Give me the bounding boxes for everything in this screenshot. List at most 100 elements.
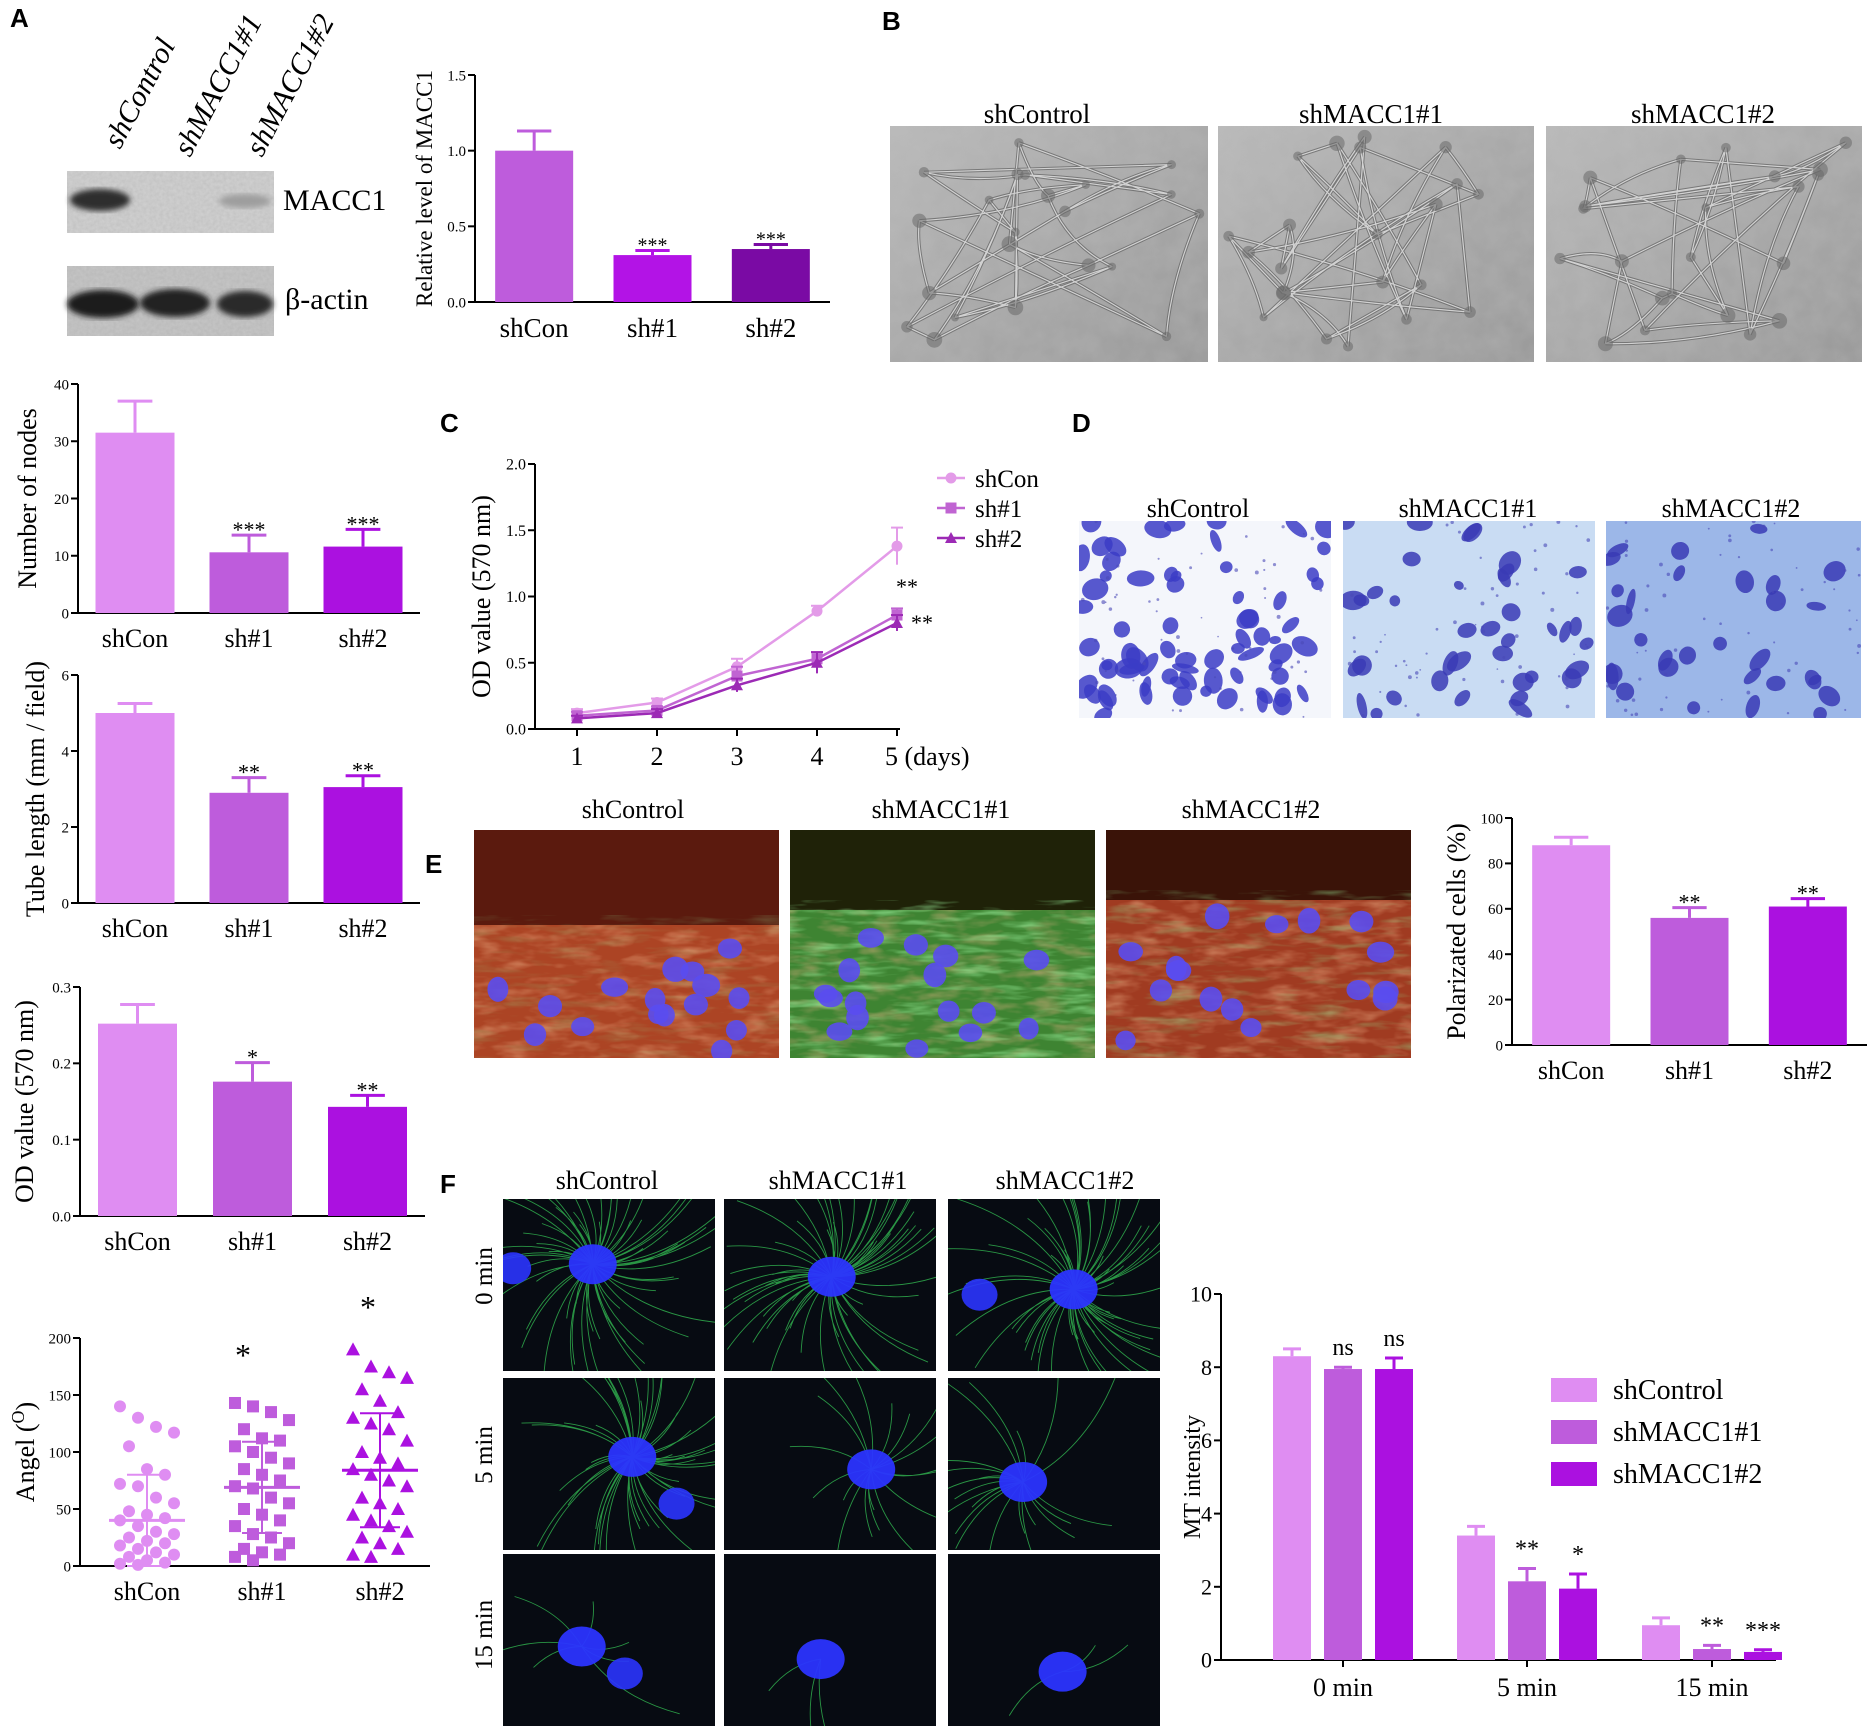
f-bar-2-1 xyxy=(1457,1535,1495,1660)
panel-e-nucleus xyxy=(487,976,509,1002)
tube-bar-category-label: sh#1 xyxy=(224,914,273,943)
panel-d-cell xyxy=(1431,670,1449,692)
panel-d-cell xyxy=(1454,690,1471,707)
panel-d-cell xyxy=(1291,636,1318,657)
panel-e-nucleus xyxy=(1366,941,1395,963)
E-bar-bar-1 xyxy=(1532,845,1611,1045)
panel-e-nucleus xyxy=(905,1039,929,1058)
c-line-xtick-label: 4 xyxy=(811,742,824,771)
f-bar-3-2 xyxy=(1693,1649,1731,1660)
angle-scatter-ytick-label: 200 xyxy=(49,1331,72,1347)
panel-e-nucleus xyxy=(1265,915,1289,934)
panel-d-cell xyxy=(1497,563,1515,582)
panel-letter-f: F xyxy=(440,1169,456,1199)
f-bar-1-3 xyxy=(1375,1369,1413,1660)
panel-d-cell xyxy=(1102,551,1121,572)
panel-d-cell xyxy=(1745,694,1761,718)
panel-e-nucleus xyxy=(1018,1017,1039,1040)
c-line-xtick-label: 2 xyxy=(651,742,664,771)
E-bar-ytick-label: 60 xyxy=(1488,902,1503,918)
panel-e-nucleus xyxy=(1240,1018,1262,1038)
panel-d-cell xyxy=(1232,591,1245,605)
E-bar-ytick-label: 20 xyxy=(1488,993,1503,1009)
tube-bar-category-label: sh#2 xyxy=(338,914,387,943)
E-bar-category-label: shCon xyxy=(1538,1056,1604,1085)
panel-d-cell xyxy=(1606,662,1619,691)
panel-e-nucleus xyxy=(538,994,563,1018)
nodes-bar-category-label: shCon xyxy=(102,624,168,653)
angle-scatter-point xyxy=(364,1513,378,1527)
c-line-legend-label: sh#2 xyxy=(975,526,1022,553)
panel-letter-a: A xyxy=(10,3,29,33)
tube-bar-ytick-label: 4 xyxy=(62,744,70,760)
tube-bar-bar-1 xyxy=(95,713,175,903)
angle-scatter-point xyxy=(382,1473,396,1487)
c-line-annotation: ** xyxy=(896,574,918,599)
panel-d-cell xyxy=(1237,646,1264,661)
angle-scatter-point xyxy=(229,1396,241,1409)
panel-f-nucleus xyxy=(606,1657,643,1690)
angle-scatter-point xyxy=(247,1446,259,1458)
panel-e-nucleus xyxy=(971,1001,996,1024)
angle-scatter-point xyxy=(283,1537,295,1550)
E-bar-bar-2 xyxy=(1650,917,1729,1045)
panel-d-cell xyxy=(1813,706,1827,718)
panel-d-cell xyxy=(1169,676,1190,689)
panel-d-cell xyxy=(1823,561,1846,582)
panel-e-nucleus xyxy=(1115,1030,1136,1051)
tube-bar-ytick-label: 6 xyxy=(62,668,70,684)
western-blot: shControl shMACC1#1 shMACC1#2 MACC1 β-ac… xyxy=(67,9,386,336)
panel-f-microtubules xyxy=(503,1596,680,1715)
panel-d-cell xyxy=(1296,684,1309,703)
angle-scatter-point xyxy=(123,1531,135,1544)
f-bar-significance: ns xyxy=(1332,1335,1353,1361)
panel-letter-c: C xyxy=(440,408,459,438)
angle-scatter-point xyxy=(229,1520,241,1533)
A-bar-category-label: sh#2 xyxy=(745,313,796,343)
panel-d-cell xyxy=(1386,690,1402,706)
od-bar-ytick-label: 0.0 xyxy=(52,1209,71,1225)
panel-d-cell xyxy=(1743,668,1762,685)
panel-d-cell xyxy=(1113,621,1131,638)
panel-f-nucleus xyxy=(1049,1269,1098,1310)
panel-d-cell xyxy=(1765,590,1786,612)
panel-d-cell xyxy=(1634,633,1648,647)
panel-e-nucleus xyxy=(653,1003,675,1027)
panel-d-cell xyxy=(1144,521,1172,539)
panel-d-cell xyxy=(1285,521,1308,538)
angle-scatter-point xyxy=(159,1512,171,1525)
panel-d-cell xyxy=(1082,578,1109,601)
panel-f-nucleus xyxy=(557,1626,606,1667)
panel-d-cell xyxy=(1370,707,1383,718)
panel-e-nucleus xyxy=(683,993,708,1016)
panel-d-cell xyxy=(1239,609,1260,629)
panel-d-cell xyxy=(1500,633,1516,648)
panel-d-cell xyxy=(1079,674,1098,699)
angle-scatter-point xyxy=(132,1480,144,1493)
tube-bar-bar-3 xyxy=(323,787,403,903)
c-line-point xyxy=(811,605,823,617)
panel-e-nucleus xyxy=(846,1004,869,1031)
panel-e-nucleus xyxy=(1199,986,1223,1012)
panel-f-nucleus xyxy=(608,1436,657,1477)
f-bar-legend-label: shMACC1#2 xyxy=(1613,1459,1762,1490)
panel-f-photo-2-3 xyxy=(948,1378,1160,1550)
panel-d-cell xyxy=(1804,669,1822,690)
E-bar-bar-3 xyxy=(1768,906,1847,1045)
angle-scatter-point xyxy=(382,1519,396,1533)
angle-scatter-ytick-label: 100 xyxy=(49,1445,72,1461)
tube-bar-bar-2 xyxy=(209,792,289,903)
panel-f-nucleus xyxy=(503,1252,532,1285)
chart-a-relative-macc1: 0.0 0.5 1.0 1.5 Relative level of MACC1 shCon… xyxy=(412,68,830,343)
angle-scatter-point xyxy=(400,1370,414,1384)
angle-scatter-point xyxy=(373,1536,387,1550)
od-bar-ytick-label: 0.2 xyxy=(52,1057,71,1073)
chart-tube-length: 0 2 4 6 Tube length (mm / field) shCon sh#1 ** s… xyxy=(21,661,420,943)
A-bar-bar-3 xyxy=(731,249,810,302)
nodes-bar-ytick-label: 0 xyxy=(62,606,70,622)
chart-c-growth-curve: 0.0 0.5 1.0 1.5 2.0 OD value (570 nm) 1 2 3 4 5 (d… xyxy=(467,457,1039,771)
od-bar-significance: * xyxy=(247,1044,258,1069)
panel-f-photo-3-3 xyxy=(948,1554,1160,1726)
angle-scatter-point xyxy=(238,1503,250,1515)
angle-scatter-point xyxy=(274,1514,286,1527)
